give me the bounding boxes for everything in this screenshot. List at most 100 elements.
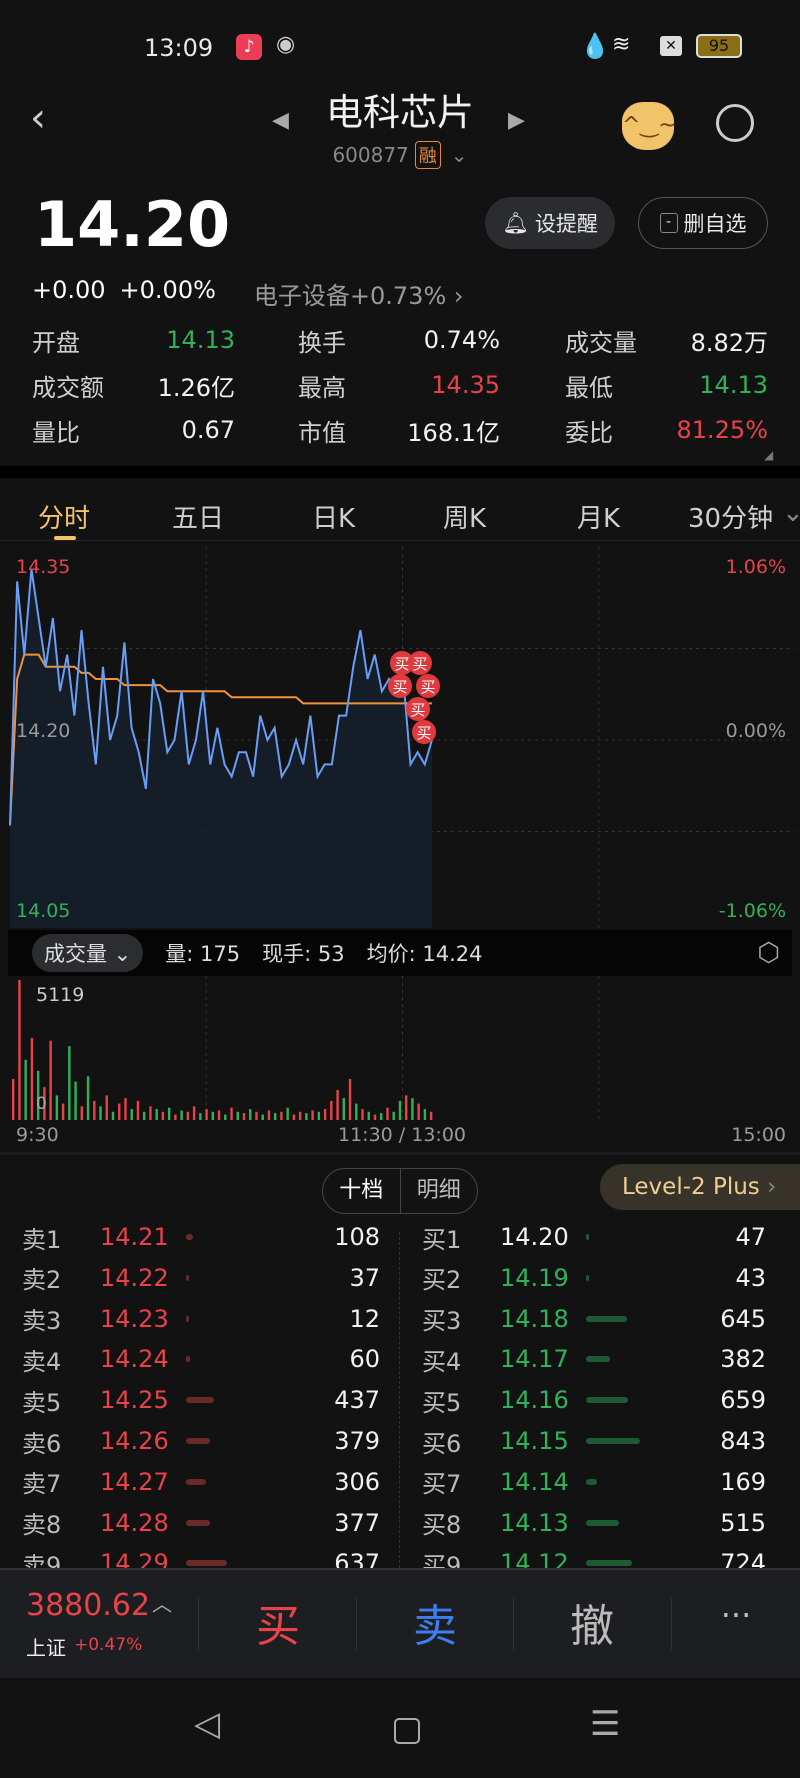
volume-bar bbox=[298, 1111, 302, 1120]
ask-row[interactable]: 卖5 14.25 437 bbox=[20, 1380, 380, 1420]
volume-max-label: 5119 bbox=[36, 984, 85, 1006]
level-price: 14.14 bbox=[500, 1467, 569, 1496]
music-app-icon: ♪ bbox=[236, 34, 262, 60]
chevron-down-icon[interactable]: ⌄ bbox=[782, 498, 800, 528]
cancel-order-button[interactable]: 撤 bbox=[570, 1601, 614, 1652]
sell-button[interactable]: 卖 bbox=[413, 1601, 457, 1652]
volume-bar bbox=[105, 1095, 108, 1120]
bid-row[interactable]: 买3 14.18 645 bbox=[420, 1299, 780, 1339]
level-volume: 12 bbox=[349, 1304, 380, 1333]
level-label: 卖2 bbox=[22, 1266, 62, 1295]
chevron-down-icon: ⌄ bbox=[450, 143, 468, 167]
stat-label: 成交量 bbox=[565, 328, 637, 357]
next-stock-button[interactable]: ▶ bbox=[508, 108, 525, 133]
level-price: 14.26 bbox=[100, 1427, 169, 1455]
bid-row[interactable]: 买7 14.14 169 bbox=[420, 1462, 780, 1502]
volume-bar bbox=[361, 1109, 364, 1120]
stat-label: 市值 bbox=[298, 418, 346, 447]
more-button[interactable]: ··· bbox=[720, 1596, 752, 1634]
level-label: 买1 bbox=[422, 1225, 462, 1254]
set-alert-button[interactable]: 🔔︎ 设提醒 bbox=[485, 197, 615, 249]
tab-2[interactable]: 日K bbox=[312, 504, 356, 534]
volume-bar bbox=[273, 1113, 277, 1120]
tab-4[interactable]: 月K bbox=[577, 504, 621, 534]
ask-row[interactable]: 卖8 14.28 377 bbox=[20, 1503, 380, 1543]
tab-1[interactable]: 五日 bbox=[172, 504, 225, 534]
bid-row[interactable]: 买4 14.17 382 bbox=[420, 1339, 780, 1379]
tab-0[interactable]: 分时 bbox=[38, 504, 91, 534]
level-label: 卖6 bbox=[22, 1429, 62, 1458]
remove-watchlist-button[interactable]: - 删自选 bbox=[638, 197, 768, 249]
ask-row[interactable]: 卖3 14.23 12 bbox=[20, 1299, 380, 1339]
level-label: 卖3 bbox=[22, 1307, 62, 1336]
volume-bar bbox=[86, 1076, 90, 1120]
ask-row[interactable]: 卖4 14.24 60 bbox=[20, 1339, 380, 1379]
level-price: 14.19 bbox=[500, 1263, 569, 1292]
ask-row[interactable]: 卖2 14.22 37 bbox=[20, 1258, 380, 1298]
bid-row[interactable]: 买2 14.19 43 bbox=[420, 1258, 780, 1298]
buy-marker-label: 买 bbox=[420, 678, 435, 696]
level-volume: 515 bbox=[720, 1508, 766, 1537]
volume-bar bbox=[43, 1087, 46, 1120]
bid-row[interactable]: 买1 14.20 47 bbox=[420, 1217, 780, 1257]
level-volume: 437 bbox=[334, 1386, 380, 1415]
volume-readout: 量: 175 bbox=[165, 942, 241, 966]
buy-button[interactable]: 买 bbox=[256, 1601, 300, 1652]
level-label: 买7 bbox=[422, 1470, 462, 1499]
intraday-chart[interactable]: 买买买 买买买 bbox=[0, 545, 800, 930]
nav-menu-icon[interactable]: ☰ bbox=[590, 1704, 621, 1744]
index-value[interactable]: 3880.62 bbox=[26, 1588, 151, 1623]
stock-code-row[interactable]: 600877 融 ⌄ bbox=[0, 141, 800, 169]
pct-mid-label: 0.00% bbox=[725, 720, 786, 742]
depth-bar bbox=[586, 1315, 628, 1322]
tab-ten-levels[interactable]: 十档 bbox=[323, 1169, 401, 1213]
volume-bar bbox=[411, 1098, 414, 1120]
indicator-selector[interactable]: 成交量 ⌄ bbox=[32, 934, 144, 972]
minus-box-icon: - bbox=[659, 213, 678, 233]
tab-detail[interactable]: 明细 bbox=[416, 1178, 461, 1203]
mascot-icon[interactable]: ^‿~ bbox=[622, 102, 677, 150]
level-volume: 659 bbox=[720, 1386, 766, 1415]
volume-bar bbox=[180, 1110, 183, 1120]
ask-row[interactable]: 卖6 14.26 379 bbox=[20, 1421, 380, 1461]
chevron-up-icon[interactable]: ︿ bbox=[152, 1592, 172, 1616]
volume-bar bbox=[292, 1114, 296, 1120]
nav-back-icon[interactable]: ◁ bbox=[194, 1704, 221, 1744]
nav-home-icon[interactable] bbox=[394, 1718, 420, 1744]
depth-bar bbox=[586, 1519, 619, 1526]
prev-stock-button[interactable]: ◀ bbox=[272, 108, 289, 133]
back-button[interactable]: ‹ bbox=[30, 95, 46, 141]
depth-bar bbox=[586, 1397, 629, 1404]
level2-label: Level-2 Plus bbox=[622, 1174, 760, 1200]
volume-header: 成交量 ⌄ 量: 175 现手: 53 均价: 14.24 ⬡ bbox=[8, 930, 792, 976]
depth-bar bbox=[186, 1274, 189, 1281]
sector-link[interactable]: 电子设备+0.73% › bbox=[253, 282, 464, 310]
volume-bar bbox=[398, 1100, 402, 1120]
bid-row[interactable]: 买5 14.16 659 bbox=[420, 1380, 780, 1420]
avg-price-line bbox=[9, 653, 432, 826]
tab-5[interactable]: 30分钟 bbox=[688, 504, 774, 534]
ask-row[interactable]: 卖1 14.21 108 bbox=[20, 1217, 380, 1257]
level-label: 卖8 bbox=[22, 1511, 62, 1540]
depth-bar bbox=[586, 1438, 640, 1444]
ask-row[interactable]: 卖7 14.27 306 bbox=[20, 1462, 380, 1502]
expand-corner-icon[interactable]: ◢ bbox=[764, 448, 774, 462]
volume-bar bbox=[386, 1107, 389, 1120]
time-label-midday: 11:30 / 13:00 bbox=[338, 1124, 466, 1146]
stat-label: 最高 bbox=[298, 373, 346, 402]
volume-bar bbox=[417, 1103, 420, 1120]
level-volume: 43 bbox=[735, 1263, 766, 1292]
level-label: 买4 bbox=[422, 1347, 462, 1376]
bid-row[interactable]: 买6 14.15 843 bbox=[420, 1421, 780, 1461]
buy-marker-label: 买 bbox=[412, 655, 427, 673]
level2-plus-button[interactable]: Level-2 Plus › bbox=[600, 1164, 800, 1210]
bid-row[interactable]: 买8 14.13 515 bbox=[420, 1503, 780, 1543]
settings-hex-icon[interactable]: ⬡ bbox=[757, 938, 780, 968]
remove-watchlist-label: 删自选 bbox=[683, 212, 747, 236]
volume-zero-label: 0 bbox=[36, 1094, 47, 1114]
volume-bar bbox=[55, 1095, 59, 1120]
tab-3[interactable]: 周K bbox=[443, 504, 487, 534]
buy-marker bbox=[406, 697, 430, 721]
search-icon[interactable] bbox=[716, 104, 754, 142]
volume-bar bbox=[192, 1106, 196, 1120]
